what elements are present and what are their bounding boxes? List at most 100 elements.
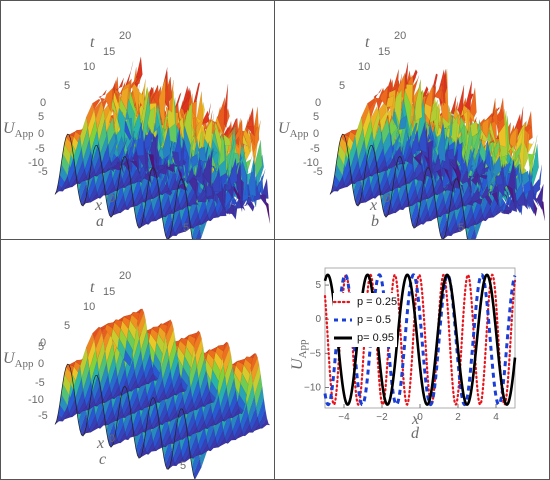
surface-patch (530, 143, 539, 188)
surface-patch (460, 109, 469, 136)
surface-patch (199, 147, 208, 169)
x-tick-b-5: 5 (458, 222, 465, 234)
surface-patch (198, 421, 207, 433)
surface-patch (381, 117, 390, 146)
surface-patch (379, 86, 388, 107)
z-tick-b-5: 5 (313, 111, 320, 123)
surface-patch (191, 214, 200, 229)
surface-patch (121, 316, 131, 330)
surface-patch (474, 135, 483, 169)
surface-patch (86, 332, 95, 358)
panel-letter-a: a (96, 213, 104, 230)
t-tick-b-0: 0 (315, 97, 322, 109)
surface-patch (174, 164, 184, 185)
t-tick-b-15: 15 (378, 46, 391, 58)
surface-patch (494, 173, 504, 186)
panel-c: t 20 15 10 5 0 5 0 -5 -10 UApp -5 0 5 x … (0, 240, 274, 479)
surface-patch (477, 159, 487, 177)
surface-patch (431, 154, 440, 172)
surface-patch (488, 121, 497, 147)
panel-letter-b: b (371, 213, 379, 230)
surface-patch (104, 324, 113, 338)
surface-patch (179, 97, 188, 111)
surface-patch (195, 227, 202, 239)
surface-patch (115, 77, 124, 92)
surface-patch (481, 118, 490, 139)
surface-front-edge (329, 133, 468, 239)
x-tick-label: 4 (493, 412, 499, 423)
surface-patch (398, 115, 407, 130)
z-tick-a-0: 0 (38, 128, 45, 140)
y-tick-label: 5 (315, 280, 321, 291)
surface-patch (437, 117, 446, 162)
surface-patch (521, 170, 530, 186)
surface-patch (196, 190, 205, 203)
panel-d: −4 −2 0 2 4 5 0 −5 −10 UApp x d (275, 240, 549, 479)
surface-patch (126, 359, 135, 388)
surface-patch (79, 117, 88, 149)
surface-patch (445, 110, 454, 152)
y-axis-label-d: UApp (289, 339, 310, 370)
surface-patch (137, 371, 146, 389)
surface-patch (126, 194, 135, 211)
surface-patch (460, 168, 469, 185)
surface-patch (418, 188, 427, 203)
x-tick-c-m5: -5 (38, 410, 48, 422)
surface-patch (146, 441, 155, 455)
surface-patch (227, 125, 236, 179)
surface-front-edge (54, 363, 196, 479)
surface-patch (388, 83, 398, 93)
surface-patch (129, 314, 138, 331)
surface-patch (159, 162, 168, 175)
surface-patch (171, 361, 180, 390)
z-axis-label-c: UApp (3, 350, 34, 371)
t-axis-label-c: t (90, 279, 95, 296)
surface-patch (223, 133, 232, 146)
legend-item-p025: p = 0.25 (332, 293, 397, 311)
t-tick-a-0: 0 (40, 97, 47, 109)
surface-patch (254, 140, 263, 178)
x-tick-a-m5: -5 (38, 166, 48, 178)
surface-patch (79, 347, 88, 379)
x-axis-label-b: x (370, 197, 378, 214)
surface-patch (123, 314, 132, 321)
surface-patch (179, 337, 188, 347)
x-tick-label: 0 (417, 412, 423, 423)
surface-patch (373, 124, 382, 154)
surface-patch (467, 147, 476, 176)
surface-patch (212, 171, 221, 192)
surface-patch (146, 372, 156, 384)
surface-patch (104, 87, 113, 113)
surface-patch (213, 121, 222, 156)
surface-patch (257, 169, 266, 195)
line-plot-d: −4 −2 0 2 4 5 0 −5 −10 (304, 267, 517, 423)
surface-patch (129, 160, 138, 170)
surface-patch (92, 326, 101, 340)
surface-patch (86, 102, 95, 128)
surface-patch (111, 327, 120, 350)
y-tick-label: −10 (304, 383, 321, 394)
surface-patch (150, 84, 159, 104)
surface-patch (516, 122, 525, 175)
surface-patch (379, 166, 388, 173)
surface-patch (243, 203, 252, 207)
legend-d: p = 0.25 p = 0.5 p= 0.95 (332, 293, 398, 347)
surface-patch (435, 124, 445, 150)
surface-patch (210, 139, 219, 172)
t-tick-b-5: 5 (339, 80, 346, 92)
surface-patch (193, 389, 202, 411)
surface-patch (401, 194, 410, 211)
surface-patch (493, 155, 502, 178)
surface-patch (423, 103, 432, 121)
t-axis-label-b: t (365, 34, 370, 51)
z-tick-a-m10: -10 (28, 157, 44, 169)
t-tick-a-15: 15 (103, 46, 116, 58)
surface-patch (397, 162, 405, 166)
surface-patch (143, 353, 152, 381)
surface-patch (124, 184, 134, 209)
surface-patch (198, 196, 207, 222)
surface-patch (463, 80, 473, 112)
surface-patch (505, 184, 515, 203)
surface-patch (244, 117, 254, 129)
surface-patch (117, 107, 126, 145)
